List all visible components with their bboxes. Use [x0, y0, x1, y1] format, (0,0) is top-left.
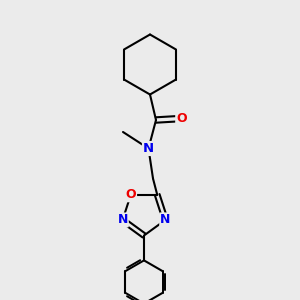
Text: O: O	[125, 188, 136, 201]
Text: N: N	[117, 214, 128, 226]
Text: O: O	[176, 112, 187, 125]
Text: N: N	[143, 142, 154, 155]
Text: N: N	[160, 214, 171, 226]
